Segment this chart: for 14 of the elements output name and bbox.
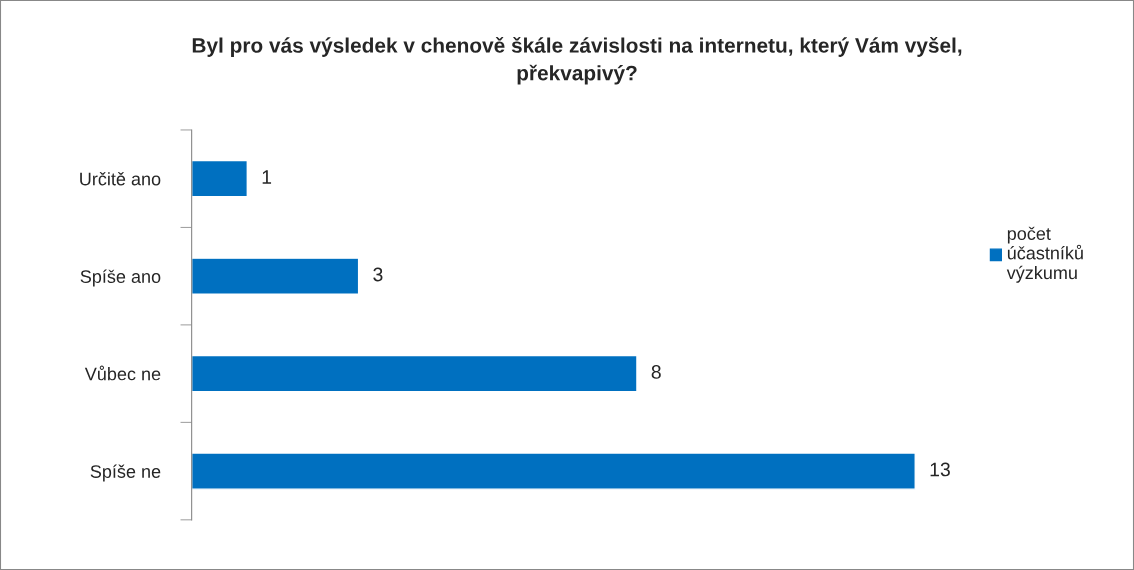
bar [191, 354, 638, 393]
bar [191, 257, 360, 295]
data-label: 8 [651, 365, 661, 379]
chart-title: Byl pro vás výsledek v chenově škále závislosti na internetu, který Vám vyšel, překvapivý? [192, 37, 962, 85]
data-label: 3 [373, 267, 383, 282]
y-tick-label: Vůbec ne [84, 365, 161, 381]
data-label: 1 [262, 170, 272, 184]
bar [191, 159, 249, 198]
y-tick-label: Spíše ano [80, 269, 161, 287]
y-tick-label: Určitě ano [80, 172, 161, 186]
data-label: 13 [930, 462, 950, 477]
y-tick-label: Spíše ne [90, 464, 161, 482]
legend-label: počet účastníků výzkumu [1006, 226, 1083, 283]
bar [191, 452, 916, 490]
